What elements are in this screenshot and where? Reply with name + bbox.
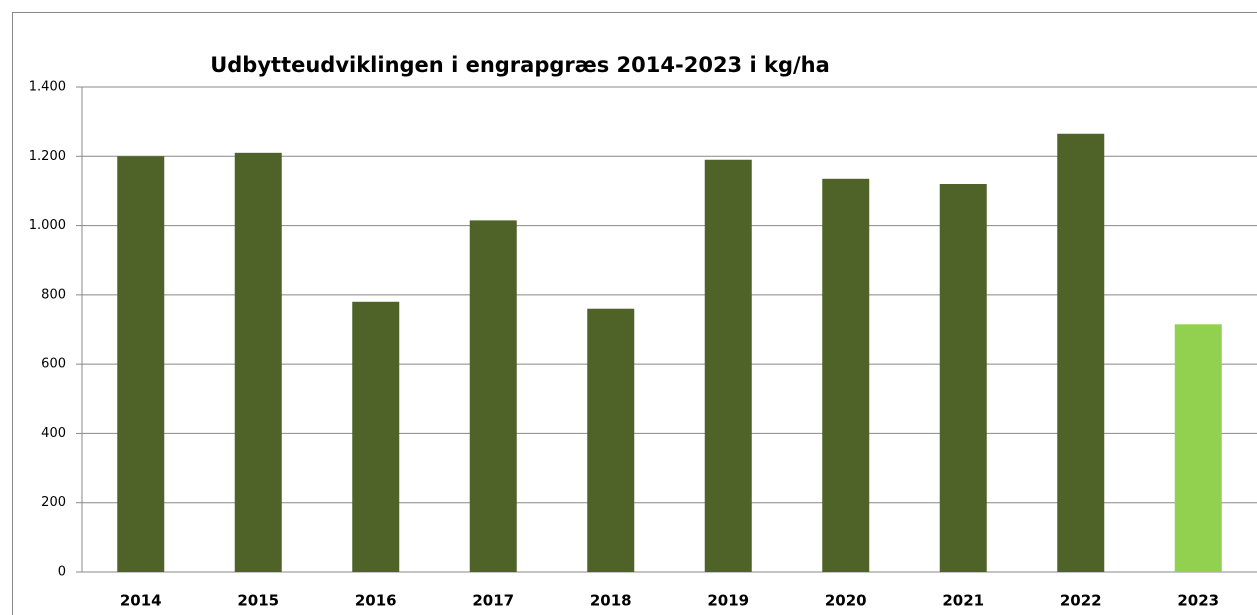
y-tick-label: 1.200	[29, 149, 66, 164]
chart-frame	[12, 12, 1257, 615]
bar	[352, 301, 400, 572]
x-tick-label: 2021	[942, 592, 984, 610]
y-tick-label: 600	[41, 357, 66, 372]
x-tick-label: 2020	[825, 592, 867, 610]
bar	[117, 156, 165, 573]
bar	[939, 184, 987, 572]
bar	[1174, 324, 1222, 572]
chart-title: Udbytteudviklingen i engrapgræs 2014-202…	[210, 53, 830, 77]
bar	[1057, 133, 1105, 572]
x-tick-label: 2015	[237, 592, 279, 610]
x-tick-label: 2019	[707, 592, 749, 610]
y-tick-label: 1.000	[29, 218, 66, 233]
y-tick-label: 800	[41, 287, 66, 302]
y-tick-label: 200	[41, 495, 66, 510]
bar	[822, 178, 870, 572]
x-tick-label: 2016	[355, 592, 397, 610]
x-tick-label: 2014	[120, 592, 162, 610]
x-tick-label: 2023	[1177, 592, 1219, 610]
bar	[234, 152, 282, 573]
bar	[587, 308, 635, 572]
x-tick-label: 2018	[590, 592, 632, 610]
bar	[704, 159, 752, 572]
bar	[469, 220, 517, 572]
y-tick-label: 400	[41, 426, 66, 441]
y-tick-label: 0	[58, 565, 66, 580]
x-tick-label: 2017	[472, 592, 514, 610]
x-tick-label: 2022	[1060, 592, 1102, 610]
y-tick-label: 1.400	[29, 80, 66, 95]
